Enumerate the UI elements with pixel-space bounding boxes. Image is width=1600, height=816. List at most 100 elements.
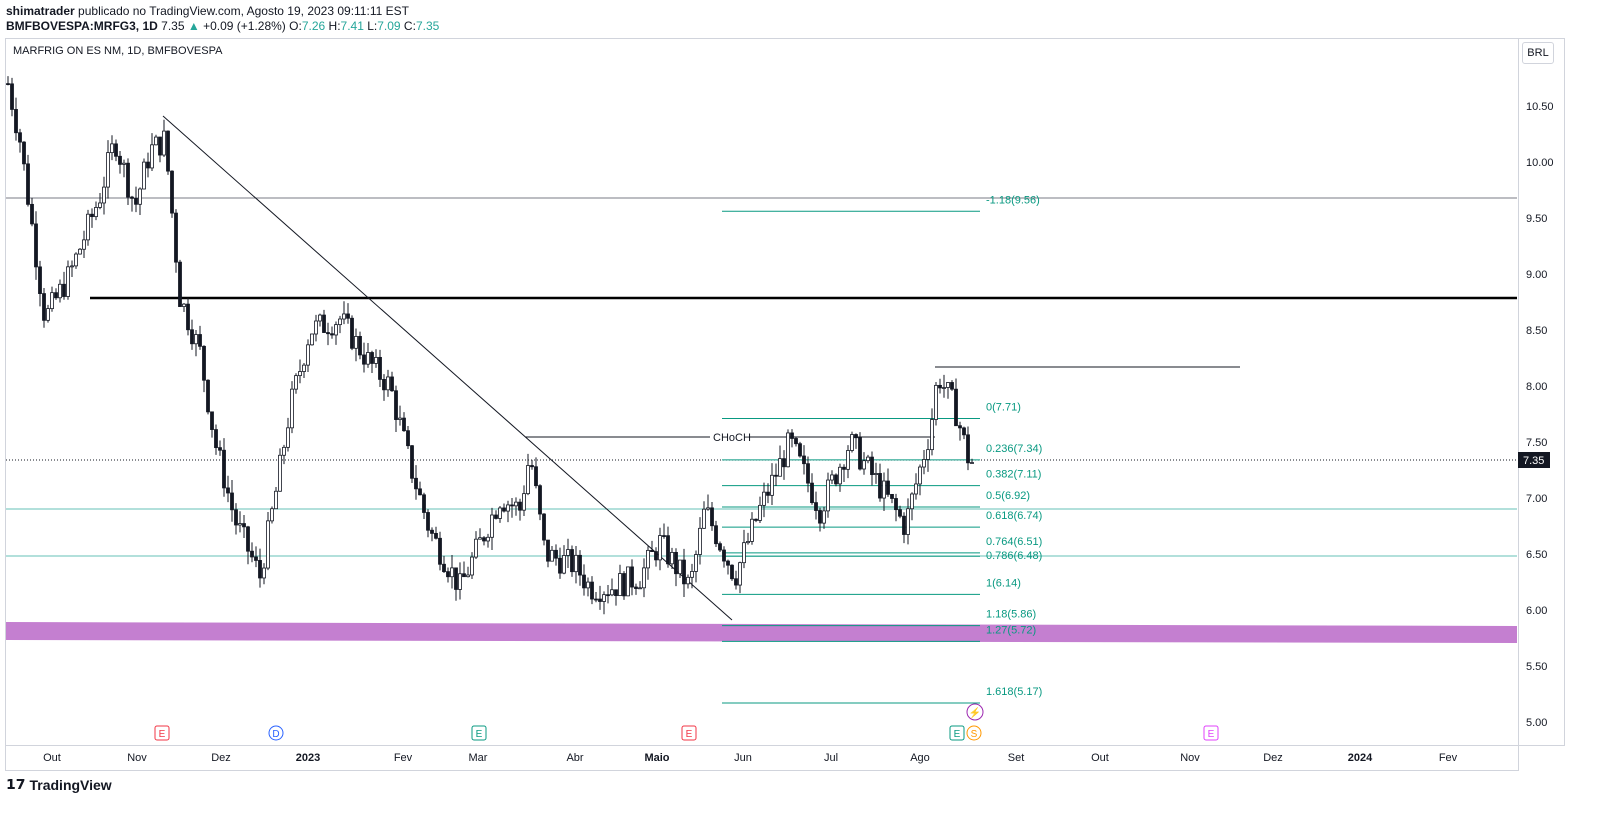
price-tick: 8.00 (1526, 381, 1547, 393)
candle-body (618, 573, 622, 597)
candle-body (78, 248, 82, 255)
earnings-icon (949, 725, 965, 741)
candle-body (262, 567, 266, 579)
candle-body (870, 456, 874, 475)
candle-body (542, 513, 546, 541)
close: 7.35 (415, 19, 440, 33)
candle-body (506, 504, 510, 512)
candle-body (866, 456, 870, 462)
fib-label: 0.5(6.92) (986, 490, 1030, 502)
candle-body (402, 417, 406, 432)
candle-body (854, 434, 858, 439)
candle-body (746, 541, 750, 544)
candle-body (334, 324, 338, 336)
candle-body (794, 438, 798, 445)
candle-body (646, 549, 650, 569)
candle-body (666, 535, 670, 565)
candle-body (310, 333, 314, 346)
candle-body (822, 510, 826, 524)
price-axis[interactable] (1518, 38, 1565, 746)
time-axis[interactable] (5, 744, 1519, 771)
candle-body (970, 462, 974, 464)
fib-label: 0.618(6.74) (986, 510, 1042, 522)
candle-body (530, 465, 534, 468)
price-tick: 7.50 (1526, 437, 1547, 449)
time-tick: Nov (127, 752, 147, 764)
last-price: 7.35 (161, 19, 185, 33)
candle-body (166, 130, 170, 172)
split-icon (966, 725, 982, 741)
candle-body (662, 535, 666, 537)
candle-body (598, 598, 602, 602)
candle-body (490, 514, 494, 538)
chart-pane[interactable] (5, 38, 1519, 746)
publish-header: shimatrader publicado no TradingView.com… (6, 4, 440, 33)
candle-body (554, 549, 558, 559)
chart-title: MARFRIG ON ES NM, 1D, BMFBOVESPA (13, 45, 223, 57)
time-tick: Fev (1439, 752, 1458, 764)
candle-body (962, 427, 966, 436)
candle-body (194, 334, 198, 345)
candle-body (698, 527, 702, 555)
candle-body (594, 598, 598, 601)
candle-body (486, 536, 490, 542)
fib-label: 1.18(5.86) (986, 609, 1036, 621)
symbol: BMFBOVESPA:MRFG3, 1D (6, 19, 158, 33)
lightning-glyph: ⚡ (969, 706, 981, 719)
candle-body (626, 566, 630, 597)
candle-body (654, 551, 658, 561)
fib-label: 0.382(7.11) (986, 469, 1041, 481)
candle-body (738, 562, 742, 586)
candle-body (366, 352, 370, 365)
change: +0.09 (+1.28%) (203, 19, 286, 33)
candle-body (206, 379, 210, 413)
earnings-icon (681, 725, 697, 741)
candle-body (814, 502, 818, 511)
candle-body (902, 515, 906, 535)
candle-body (434, 532, 438, 539)
candle-body (634, 586, 638, 589)
author[interactable]: shimatrader (6, 4, 75, 18)
candle-body (918, 466, 922, 485)
candle-body (534, 466, 538, 487)
candle-body (450, 567, 454, 578)
candle-body (894, 498, 898, 511)
currency-button[interactable]: BRL (1522, 42, 1554, 64)
candle-body (830, 474, 834, 481)
time-tick: 2024 (1348, 752, 1373, 764)
tradingview-logo[interactable]: 𝟭𝟳 TradingView (6, 776, 112, 793)
event-label: E (954, 729, 961, 740)
candle-body (710, 507, 714, 527)
candle-body (374, 356, 378, 364)
candle-body (622, 573, 626, 597)
candle-body (630, 566, 634, 588)
candle-body (114, 143, 118, 157)
candle-body (498, 507, 502, 519)
candle-body (34, 223, 38, 268)
candle-body (430, 529, 434, 534)
candle-body (502, 507, 506, 512)
candle-body (478, 537, 482, 540)
candle-body (22, 141, 26, 165)
candle-body (642, 567, 646, 589)
candle-body (186, 303, 190, 331)
candle-body (442, 563, 446, 573)
candle-body (774, 474, 778, 477)
candle-body (606, 594, 610, 597)
candle-body (298, 371, 302, 377)
candle-body (230, 492, 234, 511)
candle-body (522, 493, 526, 511)
candle-body (54, 292, 58, 299)
event-label: E (476, 729, 483, 740)
time-tick: Mar (469, 752, 488, 764)
candle-body (274, 490, 278, 510)
candle-body (338, 318, 342, 326)
candle-body (158, 136, 162, 156)
candle-body (570, 549, 574, 573)
candle-body (246, 526, 250, 552)
time-tick: Maio (644, 752, 669, 764)
candle-body (770, 474, 774, 496)
lightning-icon (966, 703, 984, 721)
candle-body (686, 576, 690, 585)
candle-body (834, 474, 838, 485)
